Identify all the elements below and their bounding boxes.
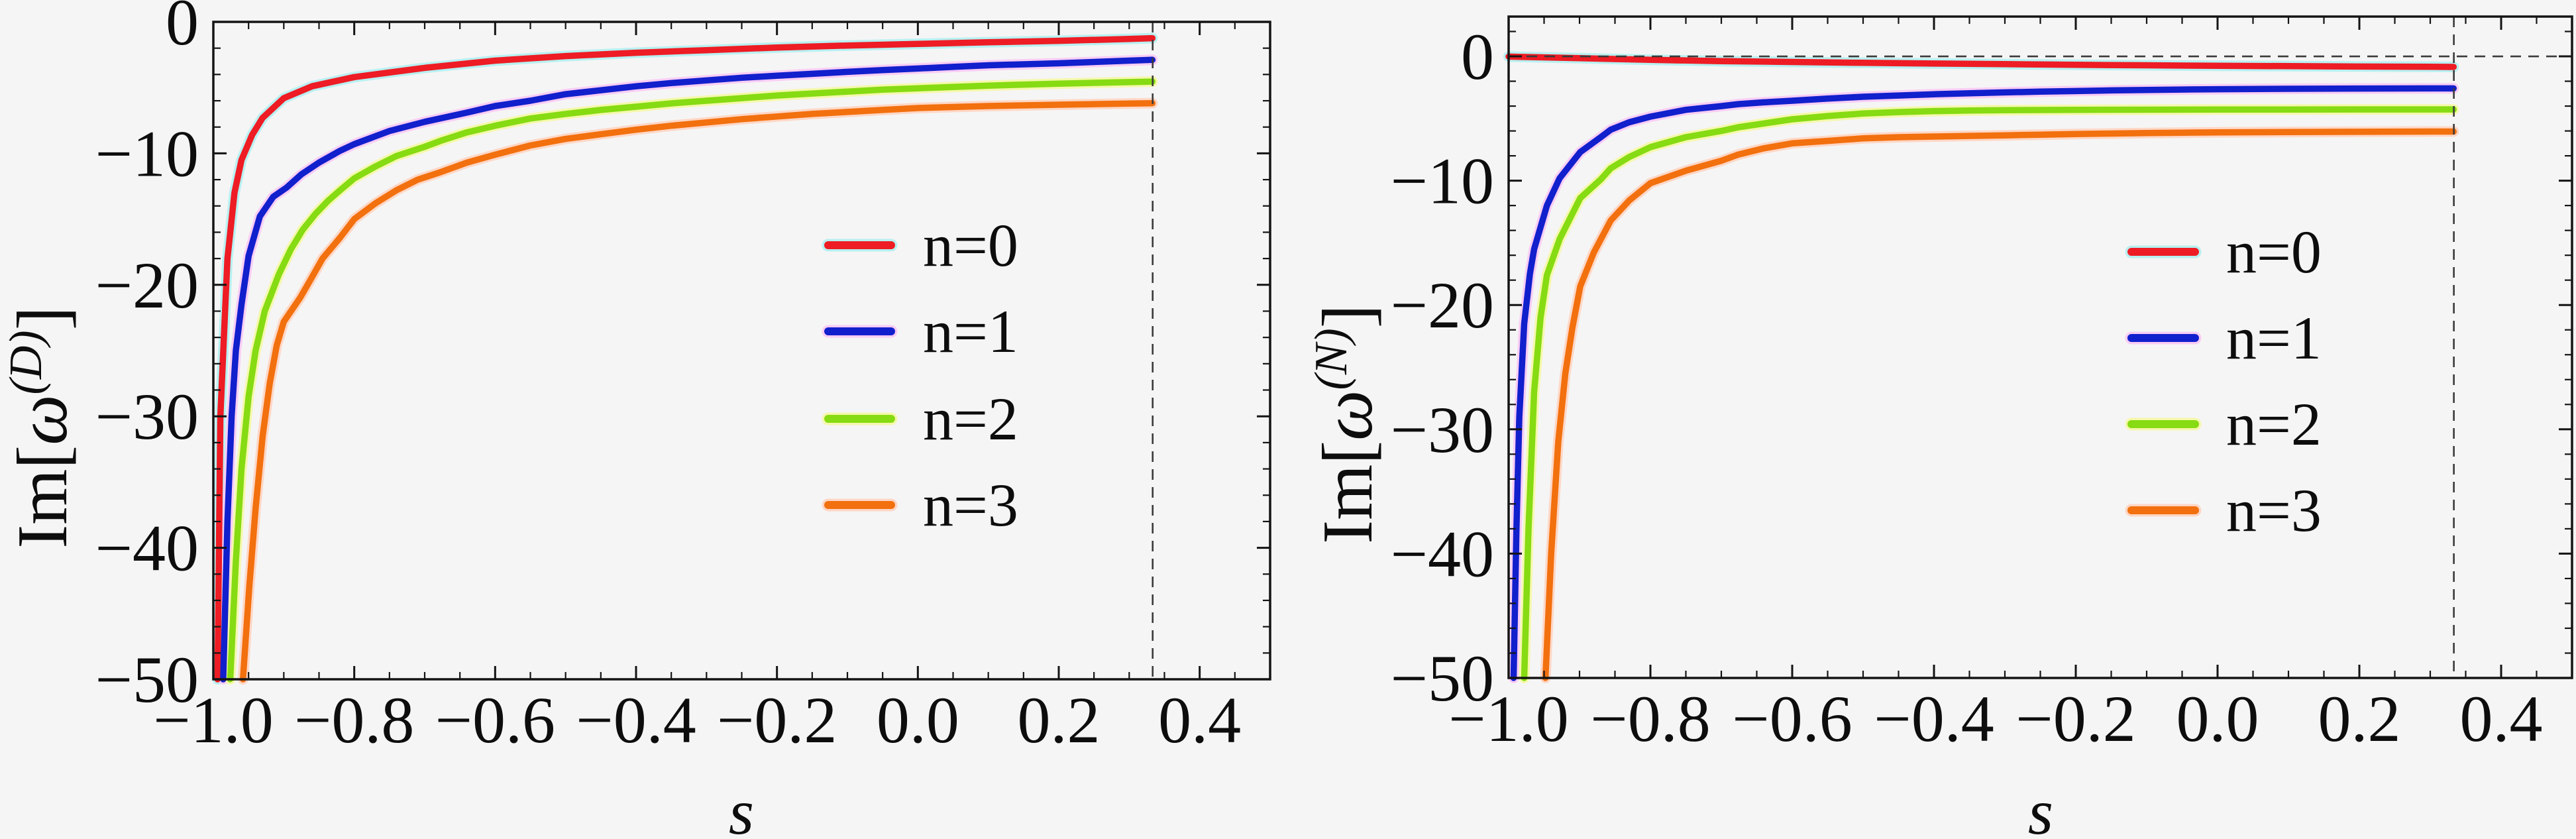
guide-lines <box>1509 17 2572 678</box>
curve-n=0 <box>214 34 1156 683</box>
curve-n=1 <box>220 56 1156 683</box>
y-tick-label: −50 <box>95 643 199 716</box>
x-tick-label: 0.2 <box>2318 682 2401 755</box>
y-axis-label: Im[ω(D)] <box>1 306 82 548</box>
x-axis-label: s <box>729 777 754 839</box>
chart-neumann: −1.0 −0.8 −0.6 −0.4 −0.2 0.0 0.2 0.4 0 −10 −20 −30 −… <box>1306 15 2573 839</box>
y-tick-label: −30 <box>95 380 199 453</box>
x-tick-label: 0.2 <box>1018 683 1100 757</box>
x-axis-label: s <box>2028 777 2053 839</box>
y-axis-label: Im[ω(N)] <box>1306 304 1387 543</box>
x-tick-label: 0.4 <box>1158 683 1241 757</box>
legend-label: n=2 <box>2226 390 2322 458</box>
legend: n=0 n=1 n=2 n=3 <box>822 211 1018 539</box>
y-tick-label: −30 <box>1391 393 1494 467</box>
curve-n=1 <box>1510 85 2457 681</box>
x-tick-label: −0.8 <box>1590 682 1710 755</box>
x-tick-label: −0.6 <box>435 683 555 757</box>
series-group <box>212 32 1158 685</box>
legend-label: n=0 <box>923 211 1018 279</box>
x-tick-label: −0.4 <box>1874 682 1994 755</box>
legend-label: n=2 <box>923 385 1018 453</box>
y-tick-label: 0 <box>166 0 199 59</box>
x-tick-label: −0.2 <box>2015 682 2135 755</box>
legend-label: n=1 <box>923 298 1018 365</box>
x-tick-label: −0.6 <box>1732 682 1852 755</box>
legend: n=0 n=1 n=2 n=3 <box>2125 218 2322 544</box>
y-tick-label: −10 <box>1391 144 1494 218</box>
y-tick-label: −40 <box>1391 517 1494 590</box>
curve-n=0 <box>1505 53 2457 70</box>
y-tick-label: −20 <box>95 249 199 322</box>
curve-n=2 <box>227 78 1156 683</box>
y-tick-label: 0 <box>1461 20 1494 93</box>
legend-label: n=3 <box>2226 476 2322 544</box>
x-tick-label: −0.8 <box>294 683 414 757</box>
curve-n=2 <box>1521 106 2457 681</box>
chart-dirichlet: −1.0 −0.8 −0.6 −0.4 −0.2 0.0 0.2 0.4 0 −10 −20 −30 −… <box>1 0 1271 839</box>
x-tick-label: −0.2 <box>717 683 837 757</box>
y-tick-label: −10 <box>95 117 199 190</box>
x-tick-label: −0.4 <box>576 683 696 757</box>
x-tick-label: 0.4 <box>2460 682 2543 755</box>
y-tick-label: −20 <box>1391 268 1494 342</box>
x-tick-label: −1.0 <box>153 683 273 757</box>
ticks <box>212 21 1271 681</box>
curve-n=3 <box>239 100 1156 683</box>
curve-halo-n=1 <box>217 54 1158 685</box>
legend-label: n=3 <box>923 471 1018 539</box>
y-tick-label: −50 <box>1391 642 1494 715</box>
x-tick-label: 0.0 <box>877 683 959 757</box>
ticks <box>1507 17 2573 679</box>
x-tick-label: −1.0 <box>1448 682 1568 755</box>
curve-n=3 <box>1542 128 2457 681</box>
legend-label: n=0 <box>2226 218 2322 286</box>
legend-label: n=1 <box>2226 304 2322 372</box>
series-group <box>1503 51 2459 683</box>
y-tick-label: −40 <box>95 512 199 585</box>
x-tick-label: 0.0 <box>2176 682 2259 755</box>
